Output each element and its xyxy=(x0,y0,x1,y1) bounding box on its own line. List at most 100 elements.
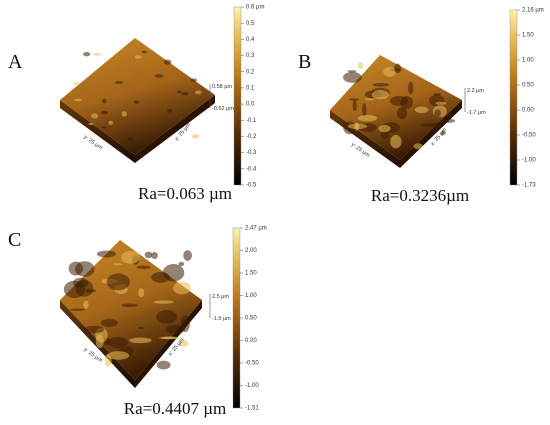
colorbar-tick-label: 0.3 xyxy=(246,53,255,59)
surface-bump xyxy=(173,281,191,295)
colorbar-tick-label: 1.50 xyxy=(245,271,257,277)
surface-bump xyxy=(419,123,434,127)
surface-bump xyxy=(362,103,367,117)
surface-bump xyxy=(100,319,118,327)
colorbar-tick-label: -0.1 xyxy=(246,118,257,124)
surface-bump xyxy=(69,308,86,311)
colorbar-tick-label: -1.73 xyxy=(522,183,536,189)
surface-top xyxy=(330,55,462,160)
surface-bump xyxy=(357,114,378,122)
surface-bump xyxy=(96,250,116,258)
roughness-label: Ra=0.4407 µm xyxy=(124,399,227,418)
surface-bump xyxy=(156,360,171,370)
surface-bump xyxy=(165,324,186,334)
surface-bump xyxy=(121,250,140,264)
surface-bump xyxy=(136,265,151,270)
surface-bump xyxy=(440,118,456,123)
z-max-label: 2.5 µm xyxy=(212,294,229,300)
colorbar-tick-label: -1.00 xyxy=(245,383,259,389)
colorbar-tick-label: 2.47 µm xyxy=(245,226,267,232)
surface-bump xyxy=(191,134,200,139)
surface-bump xyxy=(390,134,402,149)
surface-bump xyxy=(68,261,84,276)
surface-bump xyxy=(121,303,138,308)
surface-bump xyxy=(144,251,153,259)
colorbar-tick-label: -0.4 xyxy=(246,166,257,172)
colorbar-tick-label: 1.00 xyxy=(245,293,257,299)
surface-bump xyxy=(347,123,368,129)
surface-bump xyxy=(372,83,390,87)
surface-bump xyxy=(181,92,189,96)
surface-bump xyxy=(414,106,429,114)
surface-bump xyxy=(383,66,397,77)
colorbar-tick-label: -0.2 xyxy=(246,134,257,140)
surface-bump xyxy=(83,325,105,334)
colorbar xyxy=(509,9,518,186)
colorbar-tick-label: 0.2 xyxy=(246,69,255,75)
surface-bump xyxy=(190,78,198,82)
surface-edge xyxy=(135,95,215,163)
surface-bump xyxy=(107,337,129,349)
colorbar-tick-label: 0.1 xyxy=(246,85,255,91)
surface-bump xyxy=(371,89,389,100)
surface-bump xyxy=(137,327,144,330)
surface-bump xyxy=(347,70,357,73)
colorbar-tick-label: -1.00 xyxy=(522,158,536,164)
colorbar-tick-label: 0.6 µm xyxy=(246,5,264,11)
roughness-label: Ra=0.063 µm xyxy=(138,184,232,203)
surface-bump xyxy=(365,98,375,101)
panel-label: B xyxy=(298,51,311,73)
surface-bump xyxy=(101,110,108,115)
surface-bump xyxy=(106,273,130,291)
surface-bump xyxy=(343,71,362,83)
surface-bump xyxy=(433,93,441,96)
surface-bump xyxy=(178,261,185,267)
panel-label: A xyxy=(8,51,23,73)
surface-bump xyxy=(133,100,139,104)
colorbar-tick-label: 0.0 xyxy=(246,102,255,108)
surface-bump xyxy=(396,107,408,120)
surface-bump xyxy=(183,250,192,261)
surface-bump xyxy=(394,63,401,74)
colorbar-tick-label: 0.50 xyxy=(245,316,257,322)
surface-bump xyxy=(194,90,202,95)
afm-panel: Cy: 25 µm x: 25 µm2.5 µm-1.5 µm2.47 µm2.0… xyxy=(8,226,267,418)
surface-bump xyxy=(112,263,122,266)
surface-bump xyxy=(352,100,357,112)
surface-bump xyxy=(389,95,409,106)
surface-bump xyxy=(107,351,130,360)
colorbar-tick-label: 2.16 µm xyxy=(522,8,544,14)
surface-bump xyxy=(83,51,91,57)
surface-bump xyxy=(349,98,360,101)
roughness-label: Ra=0.3236µm xyxy=(371,186,469,205)
colorbar-tick-label: 0.00 xyxy=(245,338,257,344)
surface-bump xyxy=(73,82,80,85)
surface-bump xyxy=(91,113,99,119)
surface-bump xyxy=(88,122,94,125)
surface-bump xyxy=(121,111,127,117)
colorbar-tick-label: -0.50 xyxy=(245,361,259,367)
z-min-label: -0.52 µm xyxy=(212,106,234,112)
surface-bump xyxy=(167,108,173,113)
surface-bump xyxy=(378,124,391,133)
colorbar-tick-label: 0.5 xyxy=(246,21,255,27)
colorbar-tick-label: 0.50 xyxy=(522,83,534,89)
surface-bump xyxy=(108,120,113,125)
surface-bump xyxy=(83,300,89,309)
surface-bump xyxy=(151,272,170,283)
surface-bump xyxy=(357,62,364,69)
colorbar-tick-label: 0.00 xyxy=(522,108,534,114)
afm-panel: By: 25 µmx: 25 µm2.2 µm-1.7 µm2.16 µm1.5… xyxy=(298,8,544,205)
surface-bump xyxy=(380,131,390,139)
surface-bump xyxy=(74,98,83,102)
surface-edge xyxy=(400,100,462,168)
colorbar-tick-label: -0.3 xyxy=(246,150,257,156)
surface-bump xyxy=(434,109,441,118)
surface-bump xyxy=(176,90,183,94)
surface-bump xyxy=(114,81,124,84)
surface-bump xyxy=(435,101,447,105)
surface-bump xyxy=(101,126,107,129)
colorbar-tick-label: -0.5 xyxy=(246,183,257,189)
surface-bump xyxy=(156,310,178,324)
